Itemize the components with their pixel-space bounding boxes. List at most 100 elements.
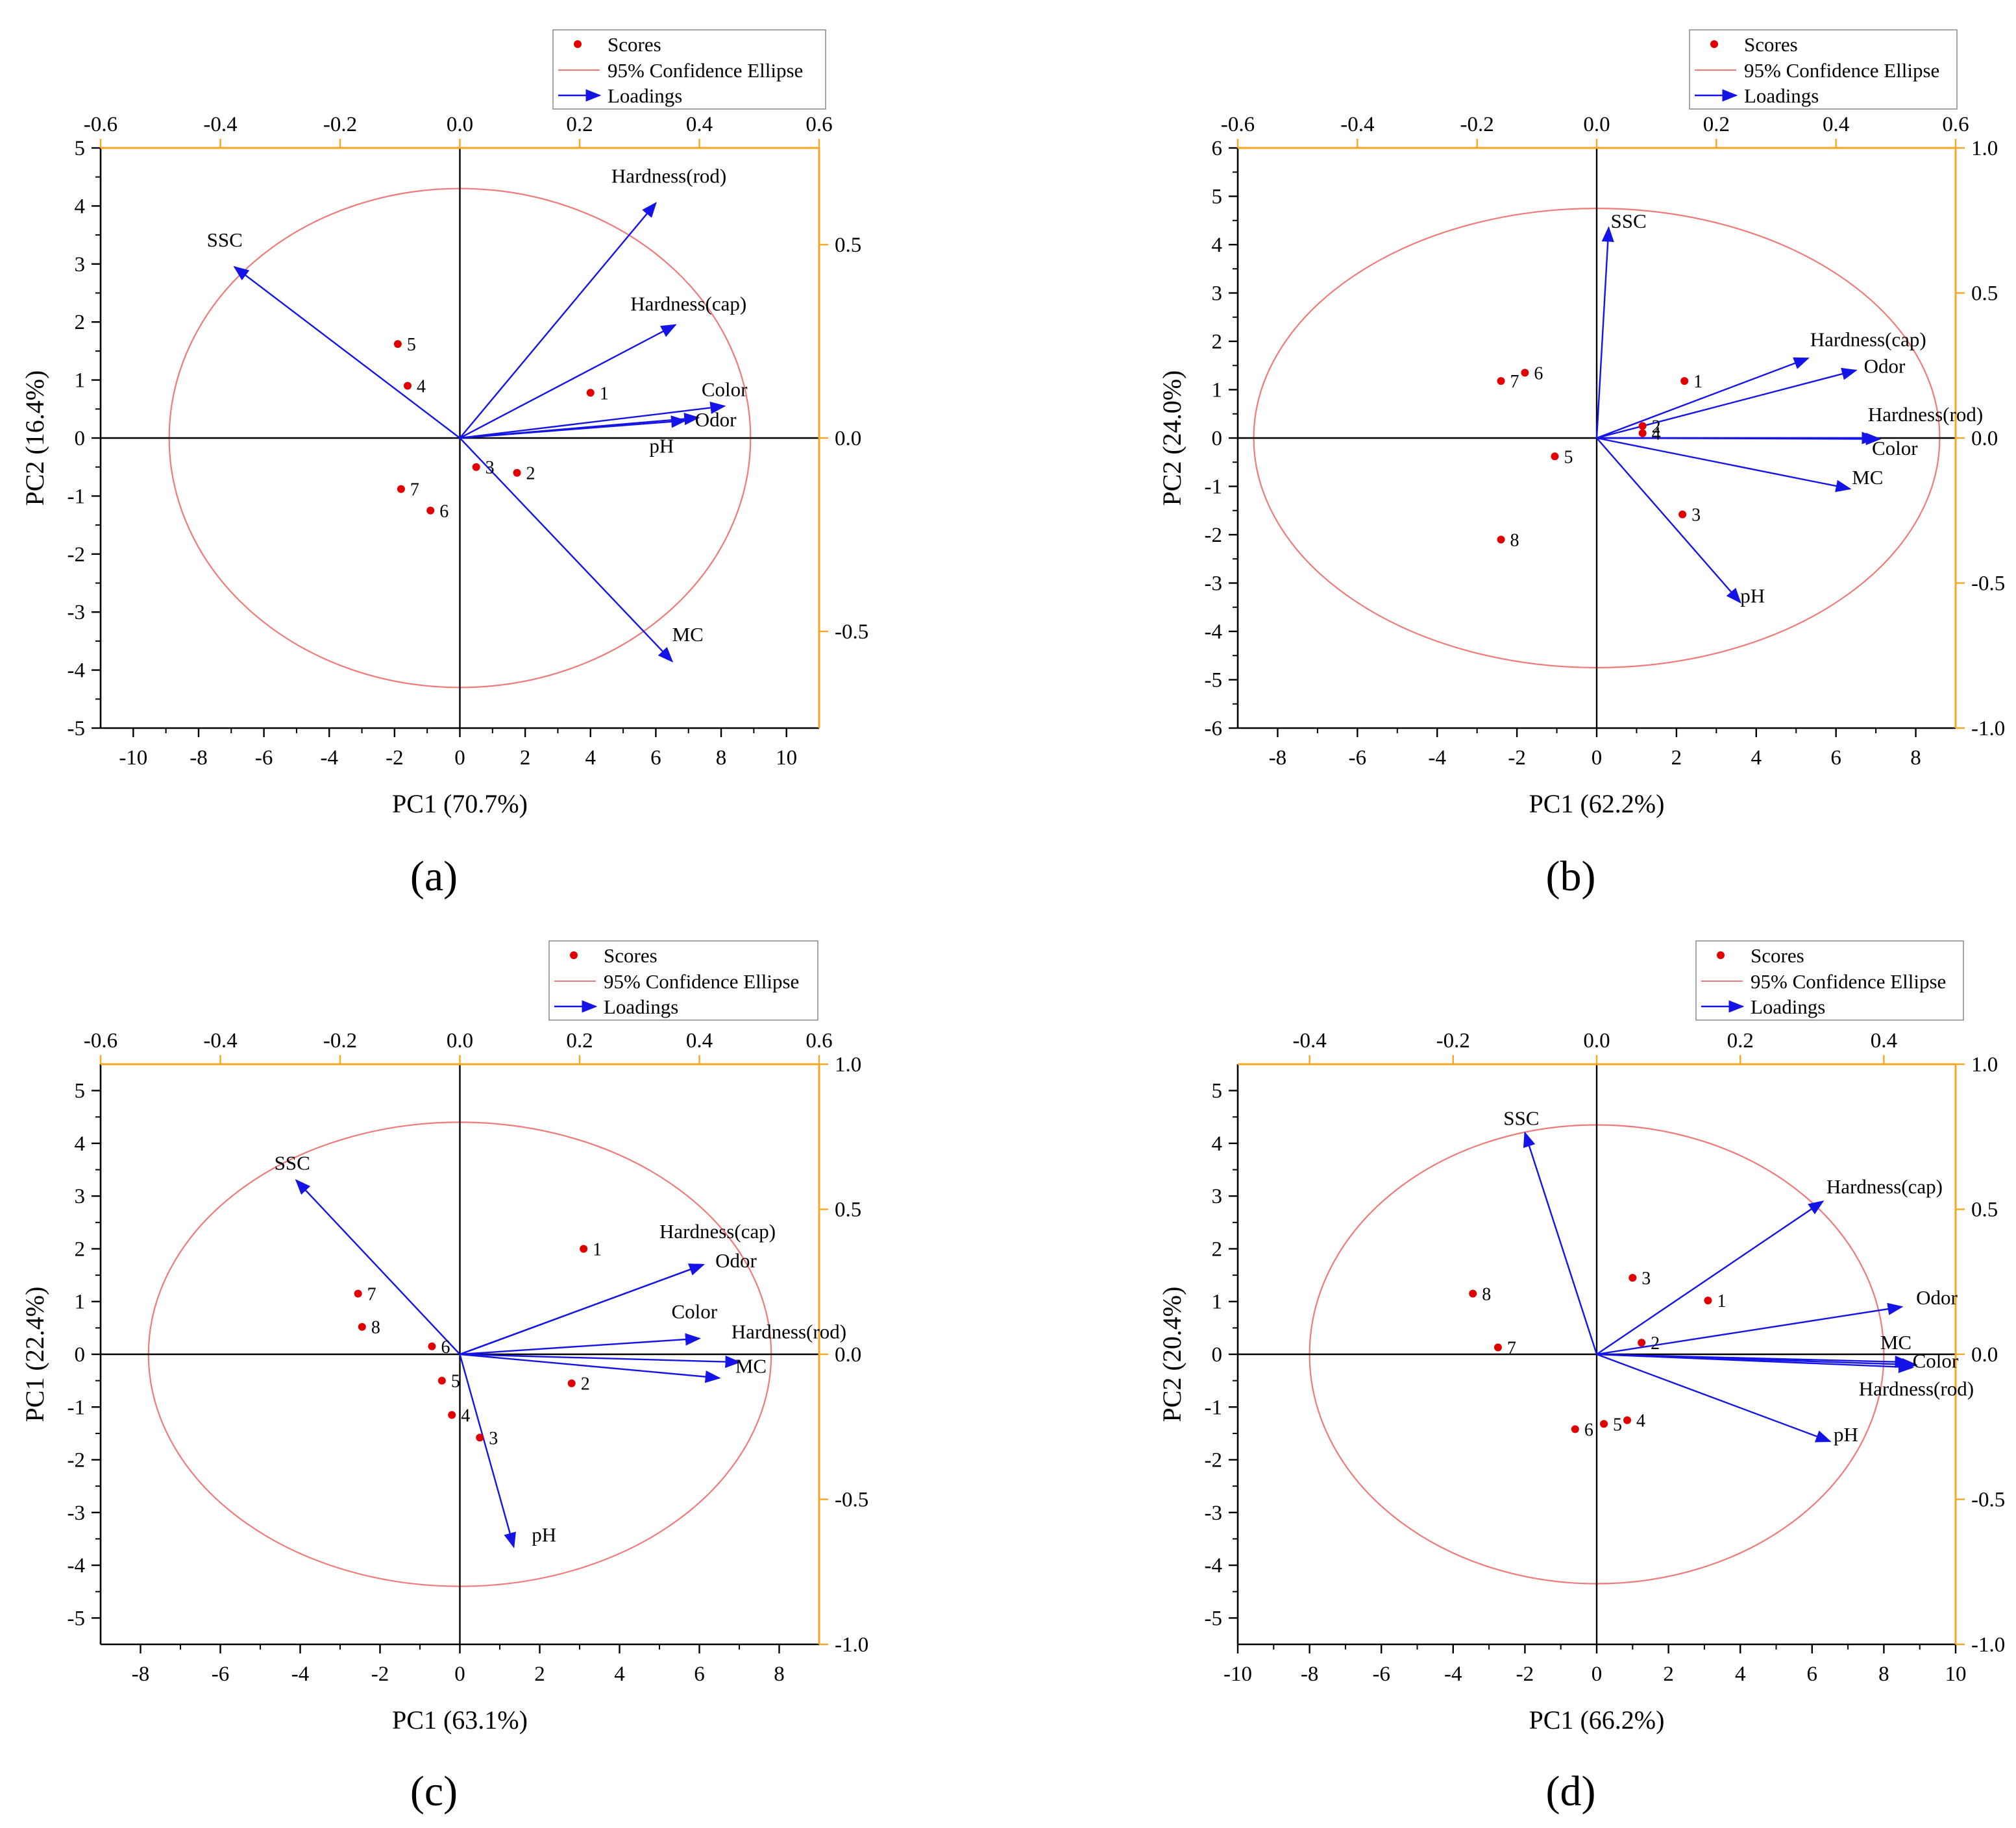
score-point-7 bbox=[1497, 377, 1505, 385]
loading-label: Hardness(rod) bbox=[1859, 1377, 1974, 1400]
y-tick-label: -3 bbox=[68, 601, 86, 624]
top-tick-label: 0.6 bbox=[805, 113, 832, 136]
score-label: 4 bbox=[1652, 424, 1661, 445]
score-point-5 bbox=[437, 1376, 446, 1385]
loading-arrow-odor bbox=[1596, 1302, 1904, 1356]
y-tick-label: -4 bbox=[1205, 620, 1223, 644]
score-point-3 bbox=[476, 1433, 484, 1442]
top-tick-label: -0.2 bbox=[1460, 113, 1494, 136]
y-tick-label: 0 bbox=[75, 1343, 86, 1367]
loading-label: pH bbox=[1740, 584, 1765, 607]
top-tick-label: -0.4 bbox=[1292, 1029, 1326, 1053]
x-tick-label: -8 bbox=[132, 1663, 150, 1686]
y-tick-label: 3 bbox=[75, 253, 86, 276]
loading-label: MC bbox=[672, 623, 704, 646]
x-tick-label: -8 bbox=[190, 746, 208, 770]
score-label: 8 bbox=[1482, 1285, 1491, 1305]
x-tick-label: 0 bbox=[1592, 1663, 1603, 1686]
y-tick-label: 3 bbox=[75, 1185, 86, 1208]
y-tick-label: 1 bbox=[1212, 1291, 1223, 1314]
loading-arrow-hardness-rod bbox=[460, 1353, 741, 1369]
y-tick-label: 2 bbox=[1212, 1237, 1223, 1261]
loading-label: Odor bbox=[1864, 354, 1906, 377]
loading-arrow-color bbox=[1596, 432, 1882, 446]
legend-ellipse-label: 95% Confidence Ellipse bbox=[1744, 59, 1939, 82]
top-tick-label: -0.2 bbox=[1436, 1029, 1470, 1053]
loading-arrow-ph bbox=[460, 415, 687, 439]
loading-label: Odor bbox=[715, 1249, 757, 1272]
score-point-5 bbox=[393, 340, 402, 348]
loading-arrow-ph bbox=[459, 1354, 516, 1548]
legend-score-marker bbox=[1710, 40, 1718, 48]
score-point-3 bbox=[1629, 1274, 1637, 1282]
x-tick-label: 2 bbox=[534, 1663, 545, 1686]
y-tick-label: -4 bbox=[68, 659, 86, 683]
score-point-4 bbox=[1638, 429, 1647, 437]
loading-arrow-ph bbox=[1596, 1353, 1832, 1443]
x-axis-title: PC1 (62.2%) bbox=[1529, 789, 1665, 818]
y-tick-label: -2 bbox=[1205, 1449, 1223, 1472]
loading-label: MC bbox=[735, 1354, 767, 1377]
loading-arrow-ph bbox=[1596, 437, 1741, 604]
loading-arrow-mc bbox=[1596, 437, 1852, 493]
y-tick-label: -1 bbox=[68, 485, 86, 508]
loading-label: SSC bbox=[275, 1152, 310, 1175]
x-tick-label: 10 bbox=[1945, 1663, 1967, 1686]
x-tick-label: -10 bbox=[119, 746, 147, 770]
score-label: 3 bbox=[1691, 506, 1701, 526]
top-tick-label: 0.4 bbox=[1871, 1029, 1897, 1053]
x-tick-label: 10 bbox=[776, 746, 797, 770]
loading-label: Color bbox=[671, 1300, 717, 1323]
y-tick-label: 6 bbox=[1212, 137, 1223, 160]
x-tick-label: -6 bbox=[212, 1663, 230, 1686]
legend-ellipse-label: 95% Confidence Ellipse bbox=[604, 970, 799, 993]
right-tick-label: 1.0 bbox=[1971, 1053, 1998, 1077]
y-tick-label: -6 bbox=[1205, 717, 1223, 740]
y-tick-label: 5 bbox=[75, 1080, 86, 1103]
right-tick-label: 0.5 bbox=[835, 234, 861, 257]
top-tick-label: 0.0 bbox=[447, 113, 473, 136]
score-point-2 bbox=[513, 469, 521, 477]
score-label: 1 bbox=[593, 1239, 602, 1260]
loading-label: Color bbox=[1872, 437, 1918, 459]
x-tick-label: -10 bbox=[1223, 1663, 1252, 1686]
right-tick-label: 1.0 bbox=[835, 1053, 861, 1077]
x-axis-title: PC1 (63.1%) bbox=[392, 1705, 528, 1735]
score-point-1 bbox=[580, 1245, 588, 1253]
y-axis-title: PC1 (22.4%) bbox=[20, 1287, 49, 1422]
top-tick-label: 0.2 bbox=[1703, 113, 1730, 136]
y-tick-label: -2 bbox=[1205, 524, 1223, 547]
loading-arrow-ssc bbox=[1595, 226, 1614, 439]
legend-loadings-label: Loadings bbox=[608, 84, 682, 107]
y-tick-label: 4 bbox=[75, 195, 86, 218]
x-tick-label: -6 bbox=[255, 746, 273, 770]
right-tick-label: 0.0 bbox=[835, 1343, 861, 1367]
right-tick-label: 0.5 bbox=[1971, 282, 1998, 306]
loading-label: pH bbox=[532, 1524, 556, 1546]
top-tick-label: 0.0 bbox=[1583, 113, 1610, 136]
score-label: 3 bbox=[486, 458, 495, 478]
top-tick-label: -0.6 bbox=[84, 1029, 117, 1053]
loading-label: Hardness(rod) bbox=[1868, 403, 1983, 426]
panel-label: (c) bbox=[410, 1768, 458, 1815]
top-tick-label: 0.4 bbox=[1823, 113, 1849, 136]
top-tick-label: 0.2 bbox=[566, 1029, 593, 1053]
score-label: 1 bbox=[600, 384, 609, 404]
y-tick-label: -5 bbox=[68, 1607, 86, 1630]
score-point-7 bbox=[354, 1289, 362, 1298]
x-tick-label: -4 bbox=[1428, 746, 1446, 770]
y-tick-label: -1 bbox=[1205, 476, 1223, 499]
x-tick-label: -6 bbox=[1349, 746, 1367, 770]
score-label: 2 bbox=[581, 1374, 590, 1395]
legend-loadings-label: Loadings bbox=[604, 995, 678, 1018]
score-point-2 bbox=[1638, 1339, 1646, 1347]
score-label: 6 bbox=[1534, 363, 1543, 384]
legend-score-marker bbox=[574, 40, 582, 48]
x-axis-title: PC1 (70.7%) bbox=[392, 789, 528, 818]
loading-label: SSC bbox=[1503, 1106, 1539, 1129]
loading-label: Hardness(rod) bbox=[611, 165, 726, 188]
